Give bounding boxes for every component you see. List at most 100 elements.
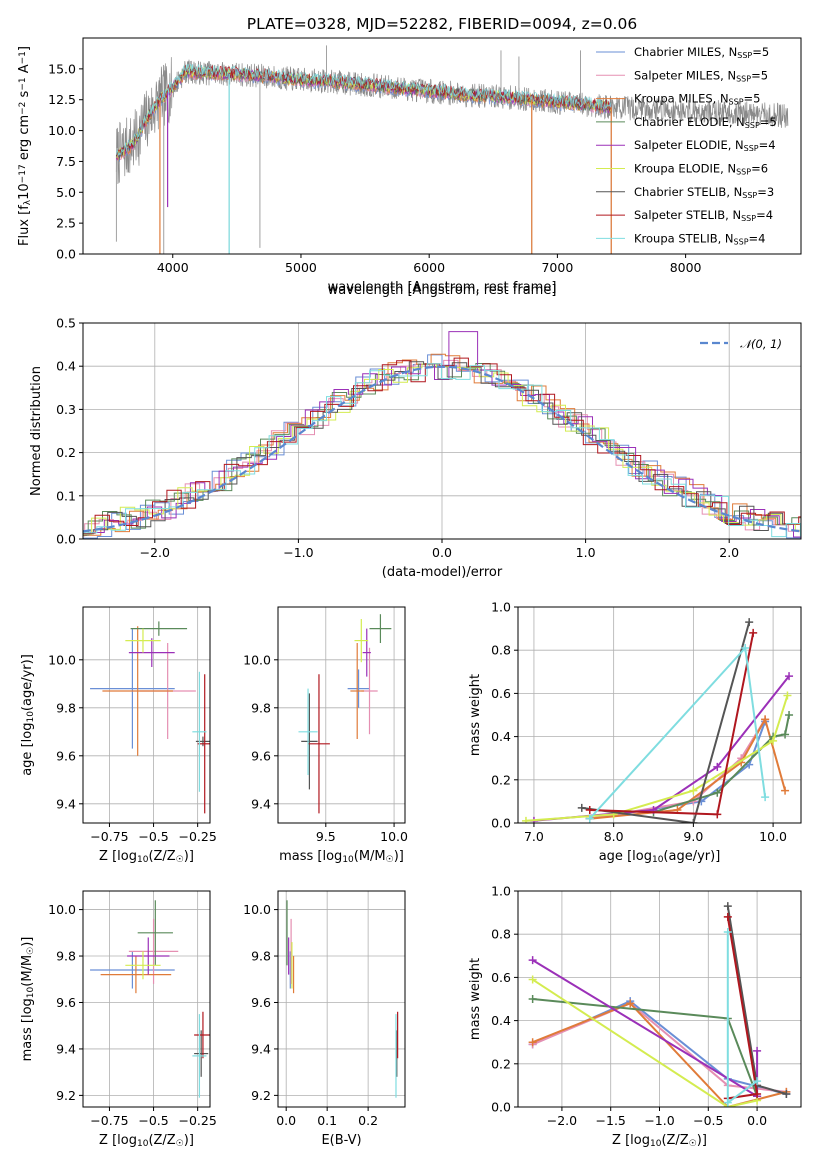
axes-frame [277,890,406,1108]
spectrum-legend: Chabrier MILES, NSSP=5 Salpeter MILES, NS… [596,45,777,246]
y-tick-label: 0.0 [56,532,76,547]
weight-point-marker [713,810,722,819]
errorbar-point [100,956,172,994]
axis-label-x: wavelength [Angstrom, rest frame] [328,283,557,298]
plot-area-residuals [83,331,801,539]
legend-entry: Chabrier STELIB, NSSP=3 [634,185,774,200]
y-tick-label: 9.8 [56,949,76,964]
x-tick-label: −2.0 [140,545,170,560]
errorbar-point [194,1030,209,1077]
axis-label-x: E(B-V) [321,1133,361,1148]
histogram-step-line [83,363,801,538]
weight-point-marker [781,786,790,795]
axis-label-mass: mass [log10(M/M☉)] [279,849,404,865]
y-tick-label: 9.2 [56,1088,76,1103]
legend-entry: Salpeter ELODIE, NSSP=4 [634,138,776,153]
histogram-step-line [83,363,801,536]
y-tick-label: 0.0 [56,247,76,262]
y-tick-label: 5.0 [56,185,76,200]
weight-point-marker [689,786,698,795]
axis-label-Z: Z [log10(Z/Z☉)] [612,1133,707,1149]
x-tick-label: 2.0 [719,545,739,560]
errorbar-point [128,918,179,984]
legend-entry: Salpeter MILES, NSSP=5 [634,68,768,83]
plot-area-mass-vs-Z [90,900,210,1098]
legend-entry: Kroupa ELODIE, NSSP=6 [634,162,768,177]
errorbar-point [195,736,210,747]
y-tick-label: 9.8 [251,700,271,715]
errorbar-point [125,628,161,653]
plot-area-spectrum [115,45,789,254]
y-tick-label: 1.0 [491,884,511,899]
y-tick-label: 9.8 [251,949,271,964]
weight-point-marker [521,816,530,823]
plot-area-weights-vs-Z [528,902,791,1107]
weight-point-marker [745,618,754,627]
x-tick-label: −0.25 [178,1113,216,1128]
errorbar-point [102,626,173,756]
y-tick-label: 9.6 [251,748,271,763]
y-tick-label: 9.4 [251,796,271,811]
weight-point-marker [723,902,732,911]
errorbar-point [130,621,188,636]
y-tick-label: 0.3 [56,402,76,417]
histogram-step-line [83,354,801,539]
x-tick-label: 6000 [413,260,445,275]
y-tick-label: 0.2 [491,772,511,787]
weight-point-marker [713,762,722,771]
x-tick-label: 8.0 [604,829,624,844]
panel-mass-vs-ebv: 0.0 0.1 0.2 9.2 9.4 9.6 9.8 10.0 E(B-V) [243,890,406,1148]
errorbar-point [90,628,175,749]
legend-entry: Chabrier MILES, NSSP=5 [634,45,769,60]
weight-point-marker [577,803,586,812]
errorbar-point [347,669,370,708]
y-tick-label: 9.8 [56,700,76,715]
x-tick-label: 7.0 [524,829,544,844]
panel-residuals: −2.0 −1.0 0.0 1.0 2.0 0.0 0.1 0.2 0.3 0.4 0.5 (data… [29,316,802,580]
x-tick-label: 0.0 [432,545,452,560]
weight-point-marker [689,819,698,823]
panel-age-vs-mass: 9.5 10.0 9.4 9.6 9.8 10.0 mass [log10(M/M☉)] [243,606,408,865]
y-tick-label: 0.6 [491,970,511,985]
legend-entry: Salpeter STELIB, NSSP=4 [634,208,773,223]
plot-area-mass-vs-ebv [286,900,399,1098]
x-tick-label: 9.0 [683,829,703,844]
axis-label-mass: mass [log10(M/M☉)] [20,937,36,1062]
model-spectrum-line [115,64,612,156]
x-tick-label: −1.0 [283,545,313,560]
weight-point-marker [528,956,537,965]
axis-label-x: wavelength [Angstrom, rest frame] [328,280,557,295]
errorbar-point [350,643,365,739]
errorbar-point [192,671,207,792]
x-tick-label: −0.75 [90,1113,128,1128]
x-tick-label: 10.0 [759,829,787,844]
y-tick-label: 7.5 [56,154,76,169]
weight-point-marker [723,928,732,937]
weight-series-line [589,632,755,816]
histogram-step-line [83,361,801,535]
y-tick-label: 0.8 [491,927,511,942]
axes-frame [277,606,406,824]
weight-point-marker [723,912,732,921]
errorbar-point [125,951,161,980]
weight-series-line [525,695,789,822]
histogram-step-line [83,331,801,538]
weight-point-marker [585,806,594,815]
x-tick-label: −2.0 [547,1113,577,1128]
legend-entry: Kroupa STELIB, NSSP=4 [634,231,765,246]
x-tick-label: 0.0 [276,1113,296,1128]
legend-entry: 𝒩(0, 1) [740,337,782,351]
weight-point-marker [528,995,537,1003]
weight-point-marker [785,672,794,681]
y-tick-label: 0.1 [56,488,76,503]
y-tick-label: 0.5 [56,316,76,331]
weight-series-line [532,978,758,1107]
y-tick-label: 9.4 [56,1041,76,1056]
plot-area-age-vs-mass [298,614,392,814]
axes-frame [82,606,211,824]
axes-frame [517,606,802,824]
model-spectrum-line [115,63,612,157]
x-tick-label: 1.0 [576,545,596,560]
weight-series-line [726,916,759,1100]
legend-entry: Kroupa MILES, NSSP=5 [634,92,760,107]
